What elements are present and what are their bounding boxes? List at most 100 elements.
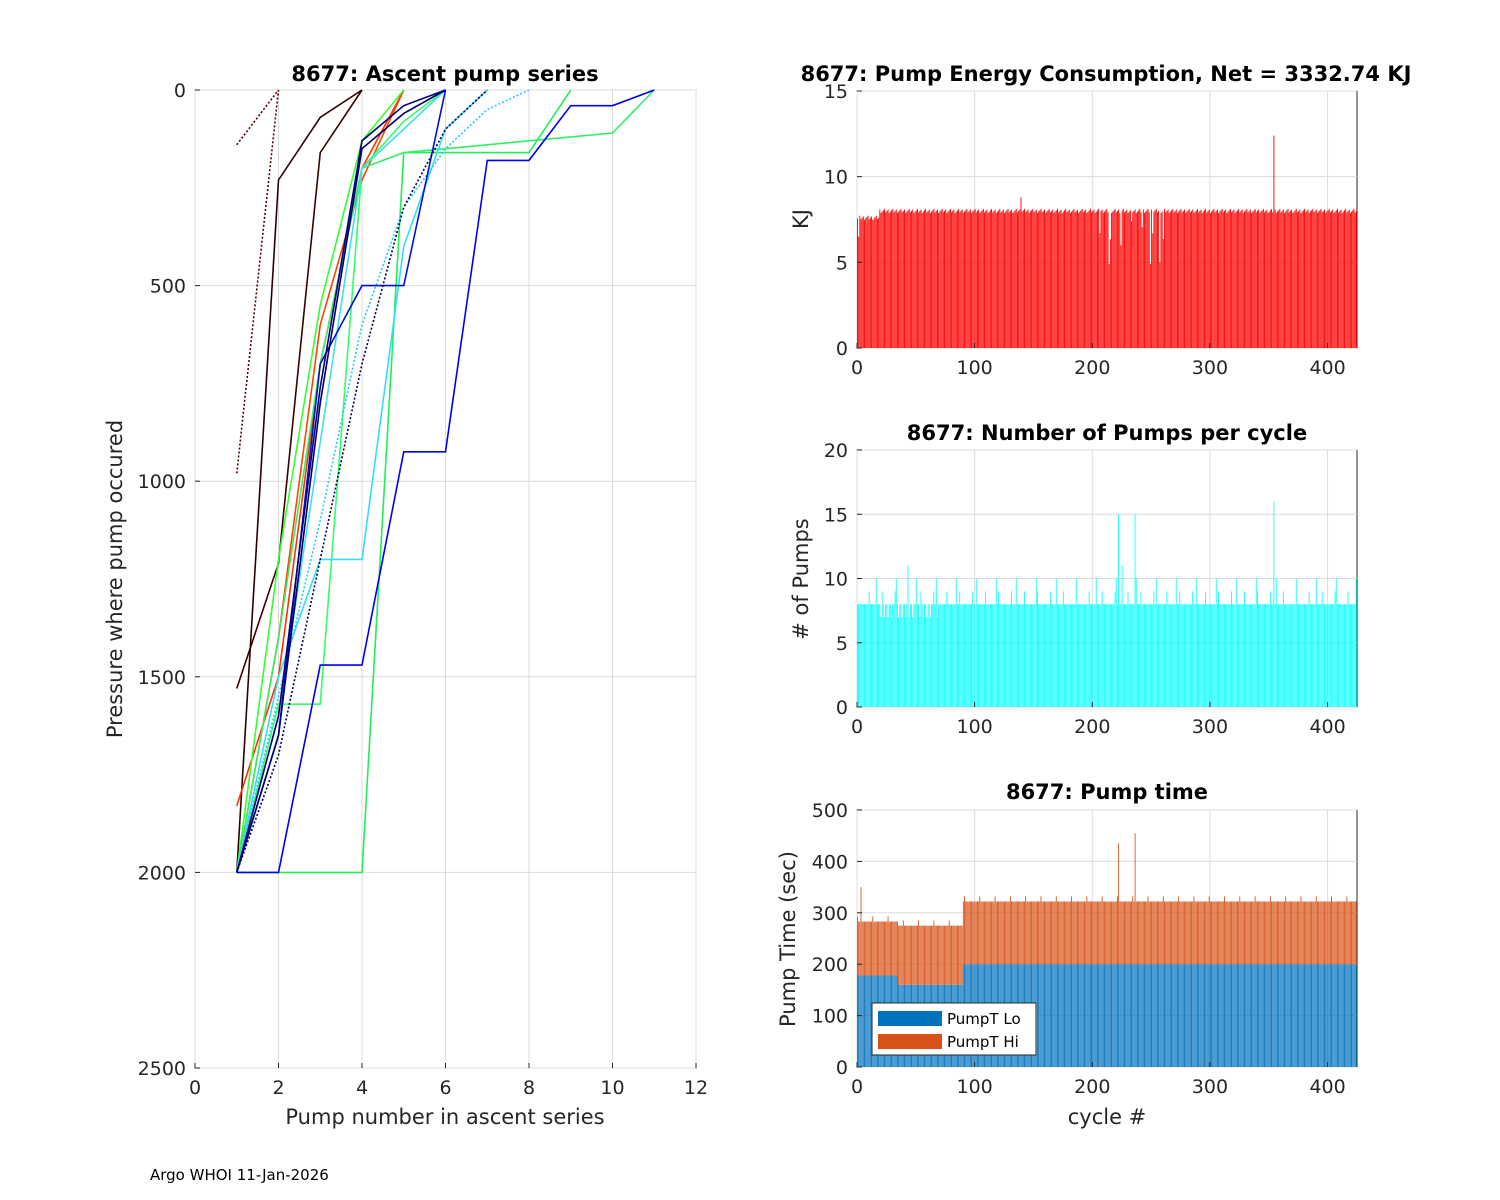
pump-time-lo-bar: [1157, 964, 1158, 1067]
pump-time-lo-bar: [1137, 964, 1138, 1067]
energy-bar: [906, 211, 908, 348]
pump-time-lo-bar: [1349, 964, 1351, 1067]
energy-bar: [1320, 208, 1322, 348]
energy-bar: [1133, 210, 1135, 348]
pump-time-hi-bar: [1165, 901, 1167, 965]
pump-count-bar: [1149, 604, 1151, 707]
pump-time-lo-bar: [1119, 964, 1121, 1067]
pump-count-bar: [1081, 604, 1083, 707]
pump-time-lo-bar: [1047, 964, 1049, 1067]
energy-bar: [905, 212, 907, 348]
energy-bar: [1034, 210, 1036, 348]
energy-bar: [1169, 211, 1171, 348]
pump-time-hi-bar: [1049, 901, 1051, 965]
pump-count-bar: [1120, 604, 1122, 707]
y-tick-label: 0: [836, 338, 848, 360]
pump-count-bar: [1306, 604, 1308, 707]
pump-count-bar: [879, 604, 881, 707]
pump-time-lo-bar: [1184, 964, 1185, 1067]
pump-count-bar: [1299, 604, 1301, 707]
energy-bar: [1002, 209, 1004, 348]
energy-bar: [1098, 208, 1100, 348]
pump-time-lo-bar: [1191, 964, 1192, 1067]
pump-count-bar: [1119, 604, 1121, 707]
pump-count-bar: [1282, 591, 1284, 707]
pump-count-bar: [954, 604, 956, 707]
pump-count-bar: [1315, 578, 1317, 707]
pump-time-lo-bar: [1308, 964, 1310, 1067]
ascent-series-early-4: [235, 89, 363, 873]
pump-time-lo-bar: [1294, 964, 1296, 1067]
pump-time-hi-bar: [1153, 901, 1155, 965]
pump-time-hi-bar: [1289, 901, 1291, 965]
energy-bar: [1294, 210, 1296, 348]
pump-time-lo-bar: [1093, 964, 1095, 1067]
pump-time-hi-bar: [1257, 901, 1258, 965]
energy-bar: [1149, 264, 1151, 348]
pump-time-lo-bar: [1075, 964, 1077, 1067]
energy-bar: [926, 212, 928, 348]
pump-time-hi-bar: [1157, 901, 1158, 965]
pump-time-lo-bar: [1177, 964, 1178, 1067]
pump-time-hi-bar: [1081, 901, 1083, 965]
energy-bar: [951, 212, 953, 348]
pump-time-lo-bar: [1151, 964, 1152, 1067]
pump-count-bar: [1014, 604, 1016, 707]
pump-time-hi-bar: [1254, 896, 1256, 965]
y-tick-label: 10: [824, 167, 848, 189]
energy-bar: [1326, 211, 1328, 348]
energy-bar: [865, 218, 867, 348]
pump-count-bar: [1017, 604, 1018, 707]
pump-count-bar: [1008, 604, 1010, 707]
pump-time-hi-bar: [886, 921, 888, 976]
energy-bar: [940, 210, 942, 348]
pump-time-hi-bar: [1028, 901, 1030, 965]
pump-time-hi-bar: [1140, 901, 1142, 965]
energy-bar: [1117, 210, 1118, 348]
pump-time-lo-bar: [1260, 964, 1262, 1067]
pump-count-bar: [1297, 604, 1298, 707]
energy-bar: [991, 208, 993, 348]
pump-time-hi-bar: [1232, 901, 1234, 965]
pump-time-hi-bar: [1038, 901, 1040, 965]
pump-count-bar: [1278, 604, 1279, 707]
pump-time-hi-bar: [1286, 901, 1288, 965]
energy-bar: [1078, 212, 1080, 348]
energy-bar: [1341, 212, 1343, 348]
pump-time-hi-bar: [1080, 901, 1082, 965]
pump-time-hi-bar: [1193, 896, 1195, 965]
pump-count-bar: [1273, 501, 1275, 707]
pump-time-lo-bar: [1247, 964, 1249, 1067]
pump-time-hi-bar: [887, 916, 889, 976]
energy-bar: [982, 208, 984, 348]
pump-time-hi-bar: [1198, 901, 1200, 965]
ascent-series-cyan-2: [235, 89, 530, 873]
energy-bar: [1148, 212, 1150, 348]
pump-count-bar: [1148, 604, 1150, 707]
energy-bar: [1311, 210, 1313, 348]
pump-time-hi-bar: [921, 925, 923, 985]
energy-bar: [894, 210, 896, 348]
ascent-ylabel: Pressure where pump occured: [103, 420, 127, 738]
pump-time-lo-bar: [1089, 964, 1091, 1067]
pump-count-bar: [1268, 604, 1270, 707]
pump-time-hi-bar: [877, 921, 878, 976]
ascent-series-navy-1: [235, 89, 446, 873]
energy-bar: [992, 212, 994, 348]
pump-count-bar: [1015, 578, 1017, 707]
energy-bar: [1011, 209, 1013, 348]
pump-time-hi-bar: [914, 925, 916, 985]
pump-time-hi-bar: [1132, 896, 1134, 965]
pump-count-bar: [1168, 604, 1170, 707]
pump-time-hi-bar: [1301, 901, 1303, 965]
pump-time-hi-bar: [1013, 901, 1015, 965]
pump-count-bar: [1098, 604, 1099, 707]
pump-time-hi-bar: [1253, 901, 1255, 965]
pump-time-hi-bar: [1180, 901, 1182, 965]
pump-count-bar: [1026, 604, 1028, 707]
energy-bar: [1199, 210, 1201, 348]
pump-time-hi-bar: [884, 921, 885, 976]
pump-time-hi-bar: [1018, 901, 1020, 965]
energy-bar: [1279, 208, 1281, 348]
pump-time-lo-bar: [1224, 964, 1225, 1067]
